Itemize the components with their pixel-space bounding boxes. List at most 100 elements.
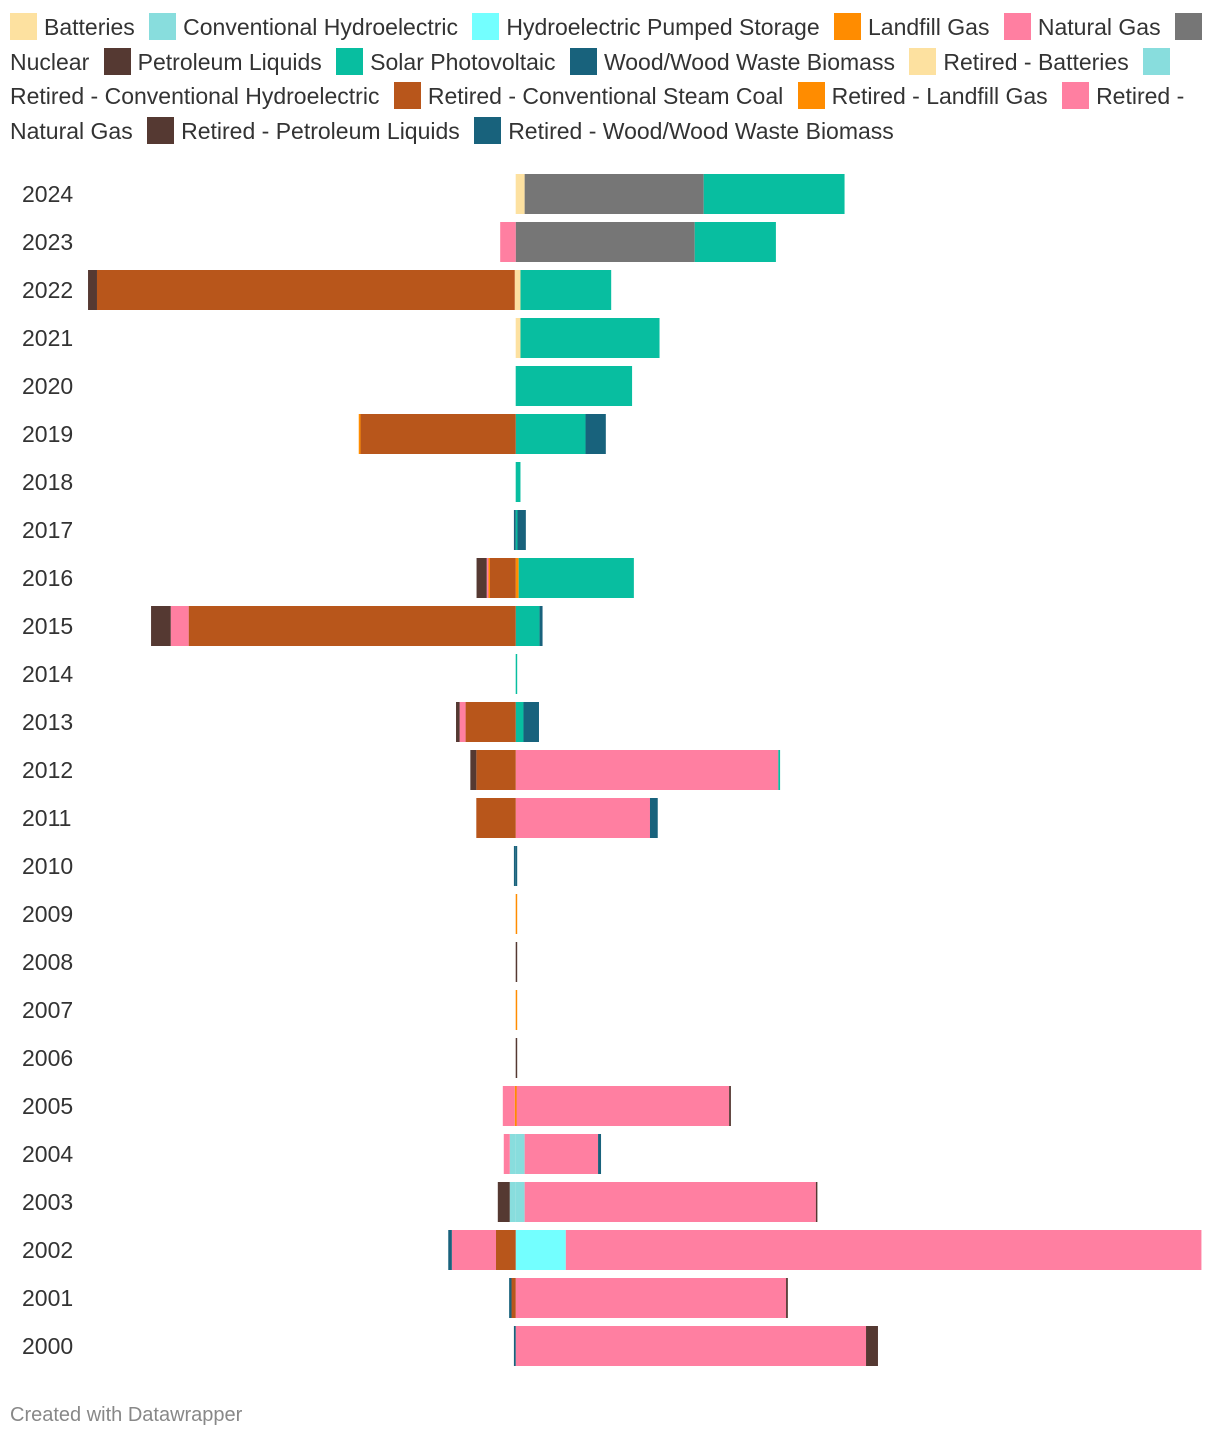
- bar-segment: [488, 558, 490, 598]
- legend-item: Landfill Gas: [834, 13, 997, 40]
- bar-segment: [515, 1230, 566, 1270]
- bar-segment: [515, 846, 518, 886]
- legend-label: Retired - Conventional Steam Coal: [427, 83, 784, 109]
- legend-item: Wood/Wood Waste Biomass: [569, 47, 903, 75]
- bar-segment: [509, 1134, 516, 1174]
- bar-segment: [503, 1134, 510, 1174]
- bar-segment: [496, 1230, 516, 1270]
- legend-swatch: [393, 82, 421, 109]
- bar-segment: [476, 558, 487, 598]
- bar-segment: [515, 1086, 518, 1126]
- bar-segment: [459, 702, 466, 742]
- year-label: 2024: [22, 181, 73, 207]
- legend-label: Retired - Conventional Hydroelectric: [10, 83, 380, 109]
- year-label: 2003: [22, 1189, 73, 1215]
- bar-segment: [598, 1134, 602, 1174]
- bar-segment: [96, 270, 515, 310]
- bar-segment: [515, 222, 695, 262]
- bar-segment: [585, 414, 606, 454]
- legend-swatch: [1062, 82, 1090, 109]
- year-label: 2001: [22, 1285, 73, 1311]
- year-label: 2011: [22, 805, 71, 831]
- bar-segment: [729, 1086, 731, 1126]
- bar-segment: [515, 366, 633, 406]
- year-label: 2008: [22, 949, 73, 975]
- stacked-bar-chart: 2024 2023 2022 2021 2020 2019 2018 2017 2016 2015…: [22, 174, 1202, 1366]
- bar-segment: [513, 846, 516, 886]
- legend-swatch: [472, 13, 500, 40]
- legend-item: Retired - Conventional Hydroelectric: [10, 47, 1177, 109]
- bar-segment: [456, 702, 460, 742]
- year-label: 2007: [22, 997, 73, 1023]
- legend-label: Hydroelectric Pumped Storage: [506, 14, 820, 40]
- legend-label: Nuclear: [10, 48, 90, 75]
- legend-label: Landfill Gas: [868, 14, 990, 40]
- bar-segment: [514, 270, 517, 310]
- legend-label: Retired - Batteries: [943, 48, 1129, 75]
- legend-item: Solar Photovoltaic: [336, 47, 563, 75]
- bar-segment: [515, 1278, 787, 1318]
- bar-segment: [524, 1134, 599, 1174]
- legend-swatch: [569, 47, 597, 75]
- bar-segment: [524, 174, 704, 214]
- year-label: 2015: [22, 613, 73, 639]
- bar-segment: [815, 1182, 818, 1222]
- bar-segment: [151, 606, 171, 646]
- legend-swatch: [909, 47, 937, 75]
- bar-segment: [188, 606, 516, 646]
- year-label: 2009: [22, 901, 73, 927]
- bar-segment: [170, 606, 189, 646]
- bar-segment: [518, 558, 634, 598]
- year-label: 2016: [22, 565, 73, 591]
- bar-segment: [515, 558, 519, 598]
- year-label: 2022: [22, 277, 73, 303]
- bar-segment: [515, 942, 518, 982]
- bar-segment: [515, 1326, 867, 1366]
- year-label: 2020: [22, 373, 73, 399]
- bar-segment: [515, 894, 518, 934]
- legend-item: Petroleum Liquids: [103, 47, 330, 75]
- year-label: 2023: [22, 229, 73, 255]
- chart-legend: Batteries Conventional Hydroelectric Hyd…: [10, 10, 1210, 148]
- year-label: 2012: [22, 757, 73, 783]
- year-label: 2006: [22, 1045, 73, 1071]
- legend-item: Batteries: [10, 13, 143, 40]
- legend-label: Petroleum Liquids: [137, 48, 322, 75]
- bar-segment: [515, 654, 518, 694]
- legend-item: Retired - Conventional Steam Coal: [393, 82, 791, 109]
- year-label: 2002: [22, 1237, 73, 1263]
- bar-segment: [360, 414, 516, 454]
- legend-swatch: [10, 13, 37, 40]
- bar-segment: [866, 1326, 878, 1366]
- bar-segment: [451, 1230, 496, 1270]
- bar-segment: [497, 1182, 510, 1222]
- legend-label: Retired - Natural Gas: [10, 83, 1185, 144]
- legend-label: Solar Photovoltaic: [370, 48, 556, 75]
- bar-segment: [515, 1182, 525, 1222]
- legend-swatch: [474, 116, 502, 144]
- bar-segment: [515, 1038, 518, 1078]
- bar-segment: [513, 510, 516, 550]
- bar-segment: [515, 270, 521, 310]
- bar-segment: [515, 318, 521, 358]
- legend-item: Retired - Batteries: [909, 47, 1136, 75]
- bar-segment: [515, 702, 524, 742]
- legend-label: Retired - Petroleum Liquids: [181, 117, 460, 144]
- bar-segment: [515, 510, 518, 550]
- bar-segment: [476, 750, 516, 790]
- bar-segment: [470, 750, 477, 790]
- legend-item: Conventional Hydroelectric: [149, 13, 466, 40]
- bar-segment: [502, 1086, 515, 1126]
- legend-swatch: [336, 47, 364, 75]
- legend-label: Natural Gas: [1037, 14, 1161, 40]
- bar-segment: [786, 1278, 788, 1318]
- bar-segment: [565, 1230, 1202, 1270]
- bar-segment: [514, 1086, 517, 1126]
- bar-segment: [515, 174, 525, 214]
- legend-item: Natural Gas: [1003, 13, 1169, 40]
- legend-item: Retired - Landfill Gas: [797, 82, 1056, 109]
- year-label: 2014: [22, 661, 73, 687]
- legend-swatch: [834, 13, 862, 40]
- legend-label: Batteries: [44, 14, 135, 40]
- legend-swatch: [103, 47, 131, 75]
